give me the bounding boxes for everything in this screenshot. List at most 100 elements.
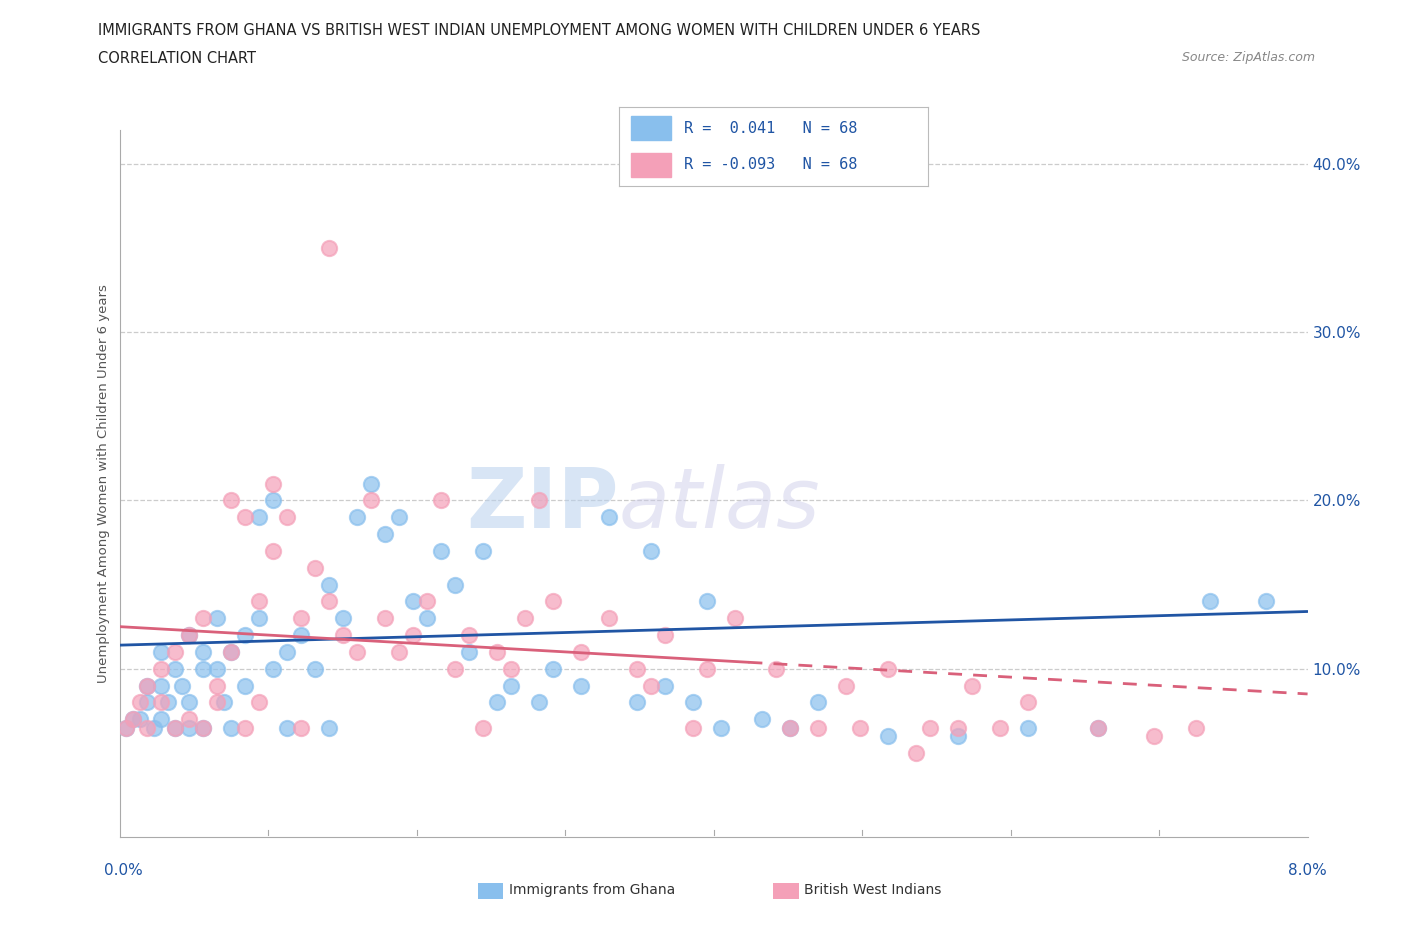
Point [136,678,159,693]
Point [318,594,340,609]
Point [129,695,152,710]
Text: Source: ZipAtlas.com: Source: ZipAtlas.com [1181,51,1315,64]
Point [709,720,731,735]
Point [115,720,138,735]
Point [165,644,187,659]
Point [346,644,368,659]
Point [569,678,592,693]
Point [527,695,550,710]
Y-axis label: Unemployment Among Women with Children Under 6 years: Unemployment Among Women with Children U… [97,285,110,683]
Point [388,644,411,659]
Point [626,661,648,676]
Point [430,493,453,508]
Point [207,678,229,693]
Point [276,720,298,735]
Point [849,720,872,735]
FancyBboxPatch shape [631,116,671,140]
Point [165,661,187,676]
Point [179,628,201,643]
Point [221,644,243,659]
Point [262,543,284,558]
Point [122,711,145,726]
Text: ZIP: ZIP [465,464,619,545]
Point [332,611,354,626]
Point [877,661,900,676]
FancyBboxPatch shape [631,153,671,177]
Point [276,644,298,659]
Point [276,510,298,525]
Point [115,720,138,735]
Point [207,611,229,626]
Point [444,578,467,592]
Point [247,695,270,710]
Point [1254,594,1277,609]
Point [430,543,453,558]
Text: IMMIGRANTS FROM GHANA VS BRITISH WEST INDIAN UNEMPLOYMENT AMONG WOMEN WITH CHILD: IMMIGRANTS FROM GHANA VS BRITISH WEST IN… [98,23,981,38]
Point [221,493,243,508]
Point [207,695,229,710]
Point [150,644,173,659]
Point [193,720,215,735]
Point [165,720,187,735]
Point [318,720,340,735]
Point [136,695,159,710]
Point [696,594,718,609]
Text: atlas: atlas [619,464,820,545]
Point [920,720,942,735]
Point [374,526,396,541]
Point [682,720,704,735]
Point [207,661,229,676]
Point [1017,720,1039,735]
Point [165,720,187,735]
Text: 8.0%: 8.0% [1288,863,1327,878]
Point [877,728,900,743]
Point [143,720,166,735]
Point [541,661,564,676]
Point [179,711,201,726]
Point [179,628,201,643]
Point [458,644,481,659]
Point [682,695,704,710]
Point [946,728,969,743]
Point [988,720,1011,735]
Point [346,510,368,525]
Point [388,510,411,525]
Point [402,594,425,609]
Point [304,560,326,575]
Point [221,644,243,659]
Point [696,661,718,676]
Point [172,678,194,693]
Point [193,661,215,676]
Point [835,678,858,693]
Point [332,628,354,643]
Point [233,678,256,693]
Point [290,611,312,626]
Point [444,661,467,676]
Point [193,720,215,735]
Point [598,611,620,626]
Point [179,720,201,735]
Point [1087,720,1109,735]
Point [136,720,159,735]
Point [150,711,173,726]
Point [513,611,536,626]
Point [1198,594,1220,609]
Point [905,746,928,761]
Point [150,661,173,676]
Point [416,611,439,626]
Point [485,695,508,710]
Point [262,493,284,508]
Point [233,510,256,525]
Point [807,695,830,710]
Point [262,476,284,491]
Point [779,720,801,735]
Point [946,720,969,735]
Point [290,628,312,643]
Point [402,628,425,643]
Point [290,720,312,735]
Point [640,678,662,693]
Point [150,695,173,710]
Point [1087,720,1109,735]
Point [471,543,494,558]
Point [640,543,662,558]
